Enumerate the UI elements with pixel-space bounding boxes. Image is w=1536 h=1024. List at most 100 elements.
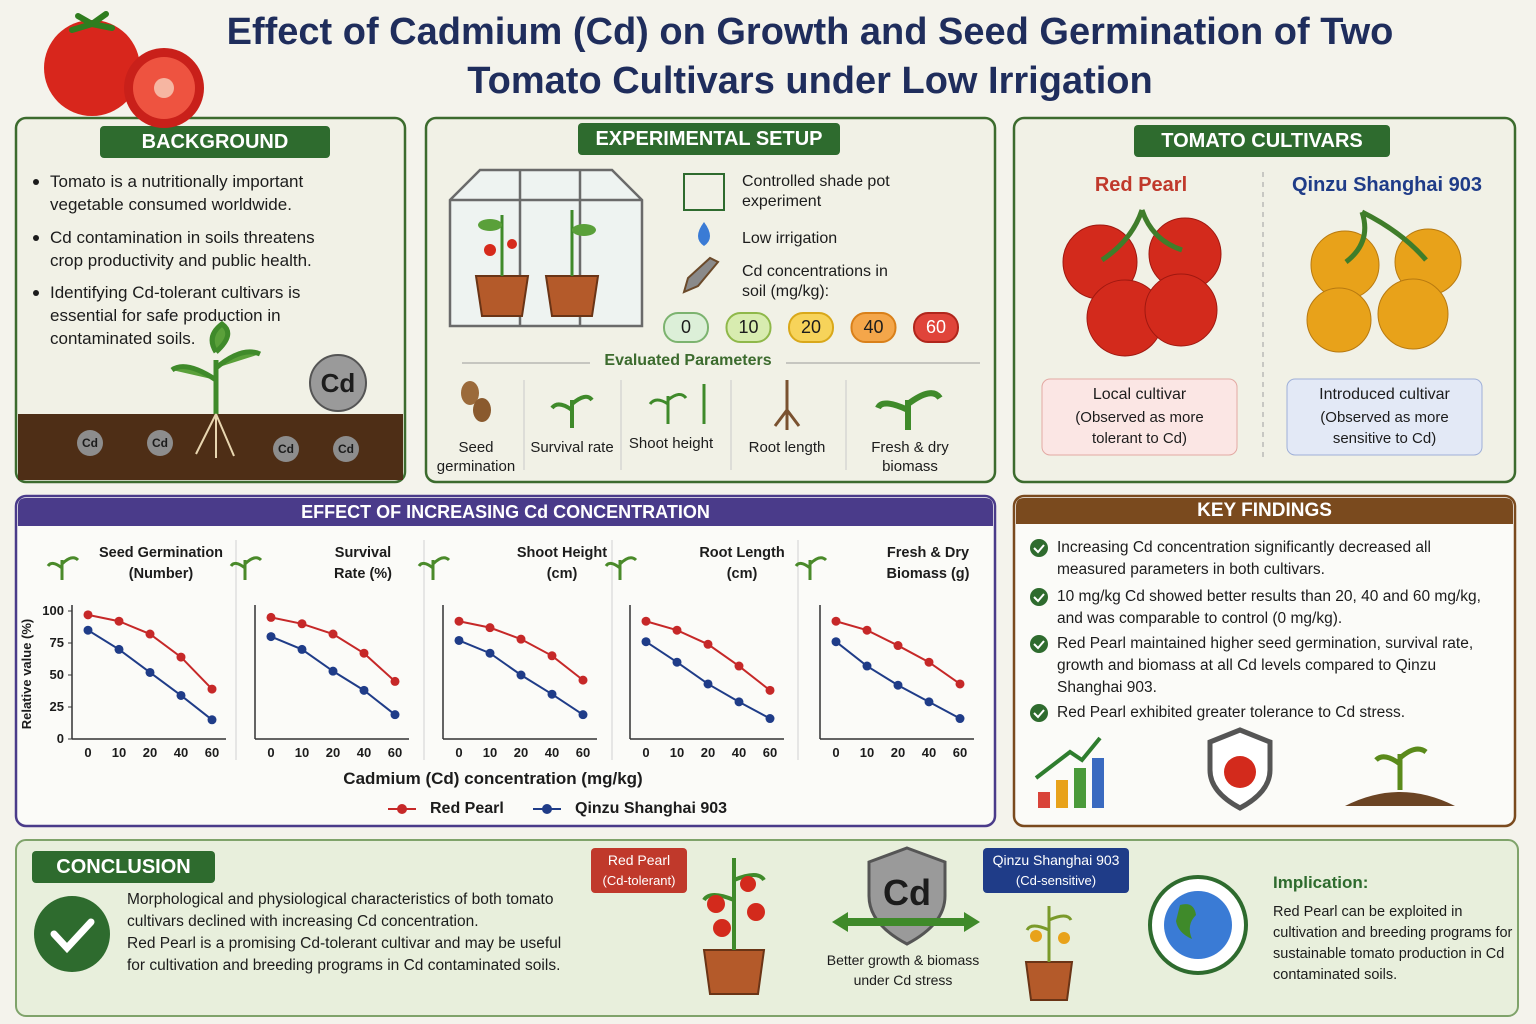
x-tick-label: 40 xyxy=(173,745,189,760)
chart-icon xyxy=(229,556,263,580)
bullet-dot: Tomato is a nutritionally important vege… xyxy=(50,172,304,214)
cd-badge-label: Cd xyxy=(320,368,356,398)
plant-icon xyxy=(1374,746,1428,790)
stems xyxy=(1100,209,1428,264)
earth-land xyxy=(1176,904,1196,939)
tag-name: Red Pearl xyxy=(607,852,671,868)
data-point xyxy=(862,661,872,671)
section-title: EXPERIMENTAL SETUP xyxy=(595,128,823,150)
conclusion-text: Morphological and physiological characte… xyxy=(127,891,554,930)
x-tick-label: 60 xyxy=(575,745,591,760)
data-point xyxy=(207,684,217,694)
x-tick-label: 20 xyxy=(142,745,158,760)
concentration-pill xyxy=(663,312,709,343)
cd-badge xyxy=(309,354,367,412)
data-point xyxy=(672,625,682,635)
legend-marker xyxy=(542,804,552,814)
check-mark xyxy=(1033,544,1045,554)
finding: 10 mg/kg Cd showed better results than 2… xyxy=(1057,588,1481,627)
data-point xyxy=(328,666,338,676)
tag-note: (Cd-tolerant) xyxy=(602,873,676,888)
data-point xyxy=(176,652,186,662)
y-tick-label: 75 xyxy=(49,635,64,650)
panel-header xyxy=(1016,498,1513,524)
data-point xyxy=(955,679,965,689)
bar-icon xyxy=(1034,736,1104,808)
panel-header xyxy=(18,498,993,526)
data-point xyxy=(734,697,744,707)
data-point xyxy=(390,676,400,686)
panel xyxy=(1012,494,1517,828)
data-point xyxy=(114,644,124,654)
finding: Red Pearl maintained higher seed germina… xyxy=(1057,635,1474,696)
implication-text: Red Pearl can be exploited in cultivatio… xyxy=(1273,904,1513,983)
section-title: KEY FINDINGS xyxy=(1197,500,1332,521)
data-point xyxy=(578,710,588,720)
x-tick-label: 0 xyxy=(642,745,650,760)
cultivar-note: (Observed as more tolerant to Cd) xyxy=(1075,409,1204,447)
plant-icon xyxy=(1025,906,1073,962)
pot-icon xyxy=(474,275,600,317)
data-point xyxy=(924,657,934,667)
setup-item: Cd concentrations in soil (mg/kg): xyxy=(742,263,888,300)
concentration-pill xyxy=(725,312,772,343)
tag xyxy=(983,848,1129,893)
x-tick-label: 40 xyxy=(731,745,747,760)
bullet-dot: Identifying Cd-tolerant cultivars is ess… xyxy=(50,283,301,348)
panel xyxy=(14,116,407,484)
tomato-icon xyxy=(484,244,496,256)
section-title: TOMATO CULTIVARS xyxy=(1161,130,1363,152)
chart-icon xyxy=(46,556,80,580)
concentration-label: 60 xyxy=(925,317,947,337)
panel xyxy=(14,494,997,828)
data-point xyxy=(83,610,93,620)
drop-icon xyxy=(698,222,710,246)
conclusion-text: Red Pearl is a promising Cd-tolerant cul… xyxy=(127,935,562,974)
data-point xyxy=(578,675,588,685)
chart-title: Fresh & Dry Biomass (g) xyxy=(886,545,970,582)
data-point xyxy=(893,641,903,651)
data-point xyxy=(765,714,775,724)
legend-label: Qinzu Shanghai 903 xyxy=(575,800,728,817)
x-tick-label: 0 xyxy=(267,745,275,760)
chart-title: Seed Germination (Number) xyxy=(98,545,224,582)
cd-particle xyxy=(77,430,103,456)
section-title: CONCLUSION xyxy=(56,856,191,878)
plant-icon xyxy=(500,210,574,276)
parameter-label: Root length xyxy=(748,439,826,456)
chart-title: Shoot Height (cm) xyxy=(516,545,608,582)
x-tick-label: 0 xyxy=(832,745,840,760)
title-pill xyxy=(100,126,330,158)
x-tick-label: 10 xyxy=(859,745,875,760)
cultivar-type: Local cultivar xyxy=(1092,386,1187,403)
data-point xyxy=(516,634,526,644)
shoot-icon xyxy=(648,384,706,424)
data-point xyxy=(672,657,682,667)
root-icon xyxy=(773,380,801,430)
soil xyxy=(1345,792,1455,806)
seed-icon xyxy=(473,398,491,422)
cd-particle xyxy=(333,436,359,462)
data-point xyxy=(454,616,464,626)
greenhouse-icon xyxy=(448,168,644,328)
x-tick-label: 40 xyxy=(921,745,937,760)
chart-separators xyxy=(235,540,799,760)
data-point xyxy=(893,680,903,690)
legend-marker xyxy=(397,804,407,814)
data-point xyxy=(359,685,369,695)
parameter-label: Shoot height xyxy=(628,435,714,452)
tomatoes xyxy=(707,876,765,937)
chart-title: Survival Rate (%) xyxy=(333,545,392,582)
arrow-text: Better growth & biomass under Cd stress xyxy=(826,952,980,988)
tomato-icon xyxy=(44,20,140,116)
x-tick-label: 40 xyxy=(356,745,372,760)
data-point xyxy=(703,679,713,689)
data-point xyxy=(176,690,186,700)
page-title: Effect of Cadmium (Cd) on Growth and See… xyxy=(226,11,1394,102)
trowel-icon xyxy=(682,256,720,294)
data-point xyxy=(207,715,217,725)
cultivar-box xyxy=(1286,378,1483,456)
plant-icon xyxy=(550,394,594,428)
biomass-icon xyxy=(875,390,943,430)
